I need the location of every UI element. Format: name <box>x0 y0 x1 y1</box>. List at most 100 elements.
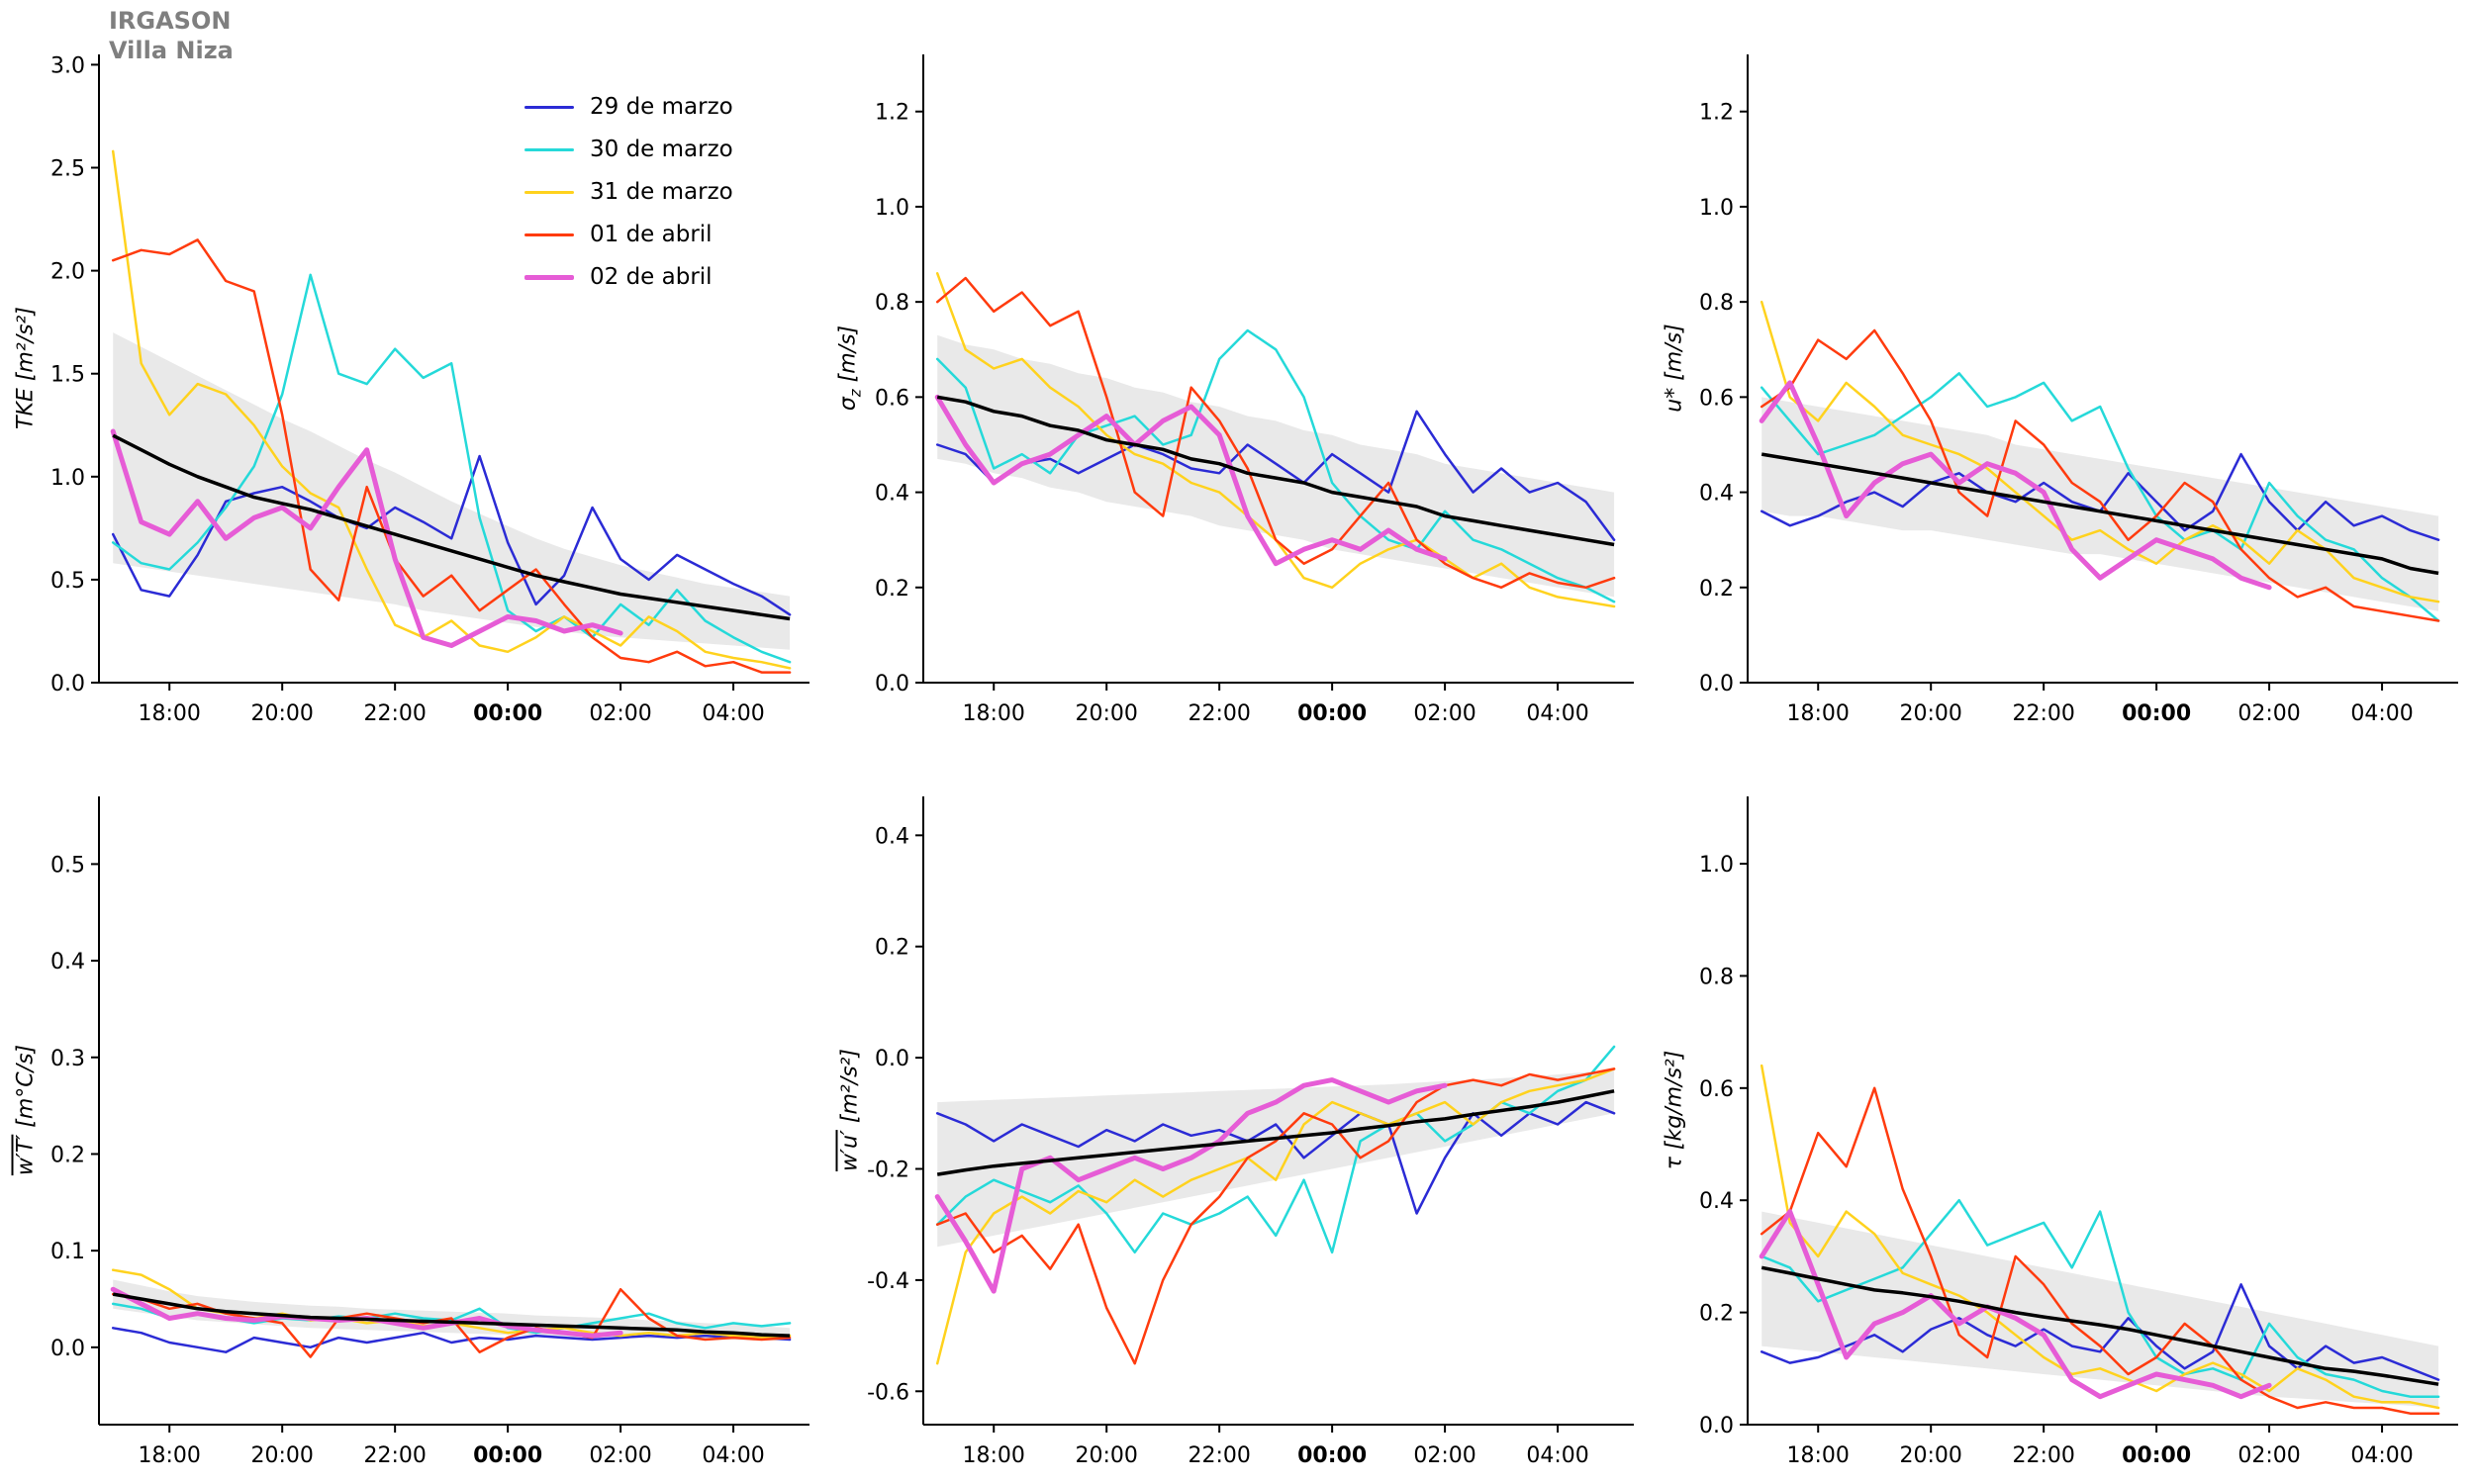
series-line-2 <box>935 328 1616 603</box>
mean-line <box>1760 452 2439 576</box>
legend-label: 01 de abril <box>590 222 713 247</box>
y-tick-label: 0.6 <box>1699 386 1734 411</box>
x-tick-label: 00:00 <box>473 701 542 726</box>
ylabel-segment: [m°C/s] <box>13 1044 39 1135</box>
series-line-5 <box>1759 380 2272 591</box>
uncertainty-band <box>1761 1211 2439 1408</box>
y-tick-label: 0.6 <box>875 386 909 411</box>
panel-sigma-z: σz [m/s] 0.0 0.2 0.4 0.6 0.8 1.0 1.2 18:00 20:00… <box>824 0 1649 742</box>
figure-title-line1: IRGASON <box>109 7 232 35</box>
legend-item: 29 de marzo <box>524 91 733 123</box>
y-tick-label: 1.0 <box>875 196 909 221</box>
y-tick-label: 0.0 <box>875 1047 909 1071</box>
series-line-2 <box>1760 1198 2440 1398</box>
panel-svg: 0.0 0.2 0.4 0.6 0.8 1.0 1.2 18:00 20:00 22:00 00:0… <box>875 54 1634 726</box>
y-tick-label: 0.4 <box>875 482 909 507</box>
y-tick-label: 2.5 <box>50 157 85 182</box>
series-line-4 <box>111 238 792 674</box>
uncertainty-band <box>113 332 791 650</box>
x-tick-label: 20:00 <box>250 701 313 726</box>
series-line-3 <box>111 149 792 670</box>
legend-item: 30 de marzo <box>524 134 733 165</box>
x-tick-label: 02:00 <box>589 1443 651 1468</box>
x-tick-label: 18:00 <box>1787 701 1850 726</box>
y-tick-label: 0.4 <box>875 824 909 849</box>
panel-svg: 0.0 0.5 1.0 1.5 2.0 2.5 3.0 18:00 20:00 22:00 00:0… <box>50 53 809 726</box>
y-tick-label: 1.0 <box>1699 853 1734 878</box>
series-line-1 <box>111 1327 792 1353</box>
series-line-2 <box>111 273 792 664</box>
uncertainty-band <box>113 1279 791 1341</box>
mean-line <box>112 433 791 621</box>
x-tick-label: 22:00 <box>363 701 426 726</box>
x-tick-label: 02:00 <box>589 701 651 726</box>
panel-wu-flux: w′u′ [m²/s²] -0.6 -0.4 -0.2 0.0 0.2 0.4 18:00 2… <box>824 742 1649 1484</box>
y-tick-label: -0.6 <box>867 1380 909 1405</box>
y-tick-label: 0.0 <box>50 672 85 696</box>
panel-wt-flux: w′T′ [m°C/s] 0.0 0.1 0.2 0.3 0.4 0.5 18:00 20:0… <box>0 742 824 1484</box>
series-line-1 <box>935 1100 1616 1215</box>
ylabel: w′u′ [m²/s²] <box>838 1049 863 1171</box>
legend-label: 30 de marzo <box>590 137 733 162</box>
legend-item: 31 de marzo <box>524 176 733 208</box>
uncertainty-band <box>1761 397 2439 611</box>
x-tick-label: 22:00 <box>363 1443 426 1468</box>
y-tick-label: 0.1 <box>50 1240 85 1264</box>
y-tick-label: 0.6 <box>1699 1077 1734 1102</box>
x-tick-label: 02:00 <box>1413 1443 1475 1468</box>
ylabel: w′T′ [m°C/s] <box>14 1045 39 1175</box>
y-tick-label: -0.2 <box>867 1159 909 1183</box>
panel-ustar: u* [m/s] 0.0 0.2 0.4 0.6 0.8 1.0 1.2 18:00 20:00… <box>1649 0 2473 742</box>
y-tick-label: 0.3 <box>50 1047 85 1071</box>
y-tick-label: 0.2 <box>875 577 909 602</box>
mean-line <box>936 1089 1615 1176</box>
y-tick-label: 0.2 <box>1699 1302 1734 1327</box>
legend: 29 de marzo 30 de marzo 31 de marzo 01 de a… <box>524 91 733 293</box>
series-line-5 <box>110 428 623 648</box>
ylabel-segment: [m/s] <box>835 325 861 390</box>
y-tick-label: 0.0 <box>1699 672 1734 696</box>
y-tick-label: 0.0 <box>50 1337 85 1361</box>
mean-line <box>112 1292 791 1338</box>
series-line-1 <box>1760 1283 2440 1381</box>
x-tick-label: 00:00 <box>2122 701 2191 726</box>
x-tick-label: 18:00 <box>963 701 1025 726</box>
ylabel: τ [kg/m/s²] <box>1663 1051 1687 1170</box>
mean-line <box>1760 1265 2439 1386</box>
y-tick-label: 0.4 <box>50 950 85 974</box>
series-line-4 <box>935 276 1616 590</box>
series-line-4 <box>1760 1086 2440 1415</box>
series-line-5 <box>934 1077 1448 1294</box>
x-tick-label: 20:00 <box>1899 701 1961 726</box>
y-tick-label: 0.2 <box>875 936 909 961</box>
y-tick-label: 0.8 <box>1699 965 1734 989</box>
x-tick-label: 20:00 <box>1899 1443 1961 1468</box>
legend-label: 29 de marzo <box>590 94 733 120</box>
panel-tke: TKE [m²/s²] 0.0 0.5 1.0 1.5 2.0 2.5 3.0 18:00 20… <box>0 0 824 742</box>
series-line-2 <box>1760 372 2440 622</box>
ylabel-segment: w′T′ <box>13 1134 39 1176</box>
y-tick-label: 1.2 <box>875 101 909 126</box>
y-tick-label: 2.0 <box>50 260 85 285</box>
ylabel-segment: TKE [m²/s²] <box>13 307 39 429</box>
x-tick-label: 22:00 <box>2012 701 2074 726</box>
ylabel: TKE [m²/s²] <box>14 307 39 429</box>
x-tick-label: 04:00 <box>702 701 764 726</box>
legend-line-swatch <box>524 190 574 194</box>
panel-tau: τ [kg/m/s²] 0.0 0.2 0.4 0.6 0.8 1.0 18:00 20:00… <box>1649 742 2473 1484</box>
ylabel-segment: u* [m/s] <box>1662 324 1687 413</box>
legend-label: 31 de marzo <box>590 179 733 205</box>
series-line-3 <box>935 1067 1616 1365</box>
series-line-3 <box>1760 1064 2440 1410</box>
x-tick-label: 22:00 <box>1188 701 1250 726</box>
x-tick-label: 20:00 <box>1075 701 1137 726</box>
y-tick-label: 0.0 <box>1699 1414 1734 1438</box>
legend-line-swatch <box>524 274 574 280</box>
y-tick-label: 0.2 <box>50 1143 85 1167</box>
x-tick-label: 18:00 <box>139 701 201 726</box>
legend-item: 02 de abril <box>524 261 733 293</box>
y-tick-label: 1.2 <box>1699 101 1734 126</box>
x-tick-label: 00:00 <box>1297 701 1367 726</box>
legend-line-swatch <box>524 232 574 236</box>
